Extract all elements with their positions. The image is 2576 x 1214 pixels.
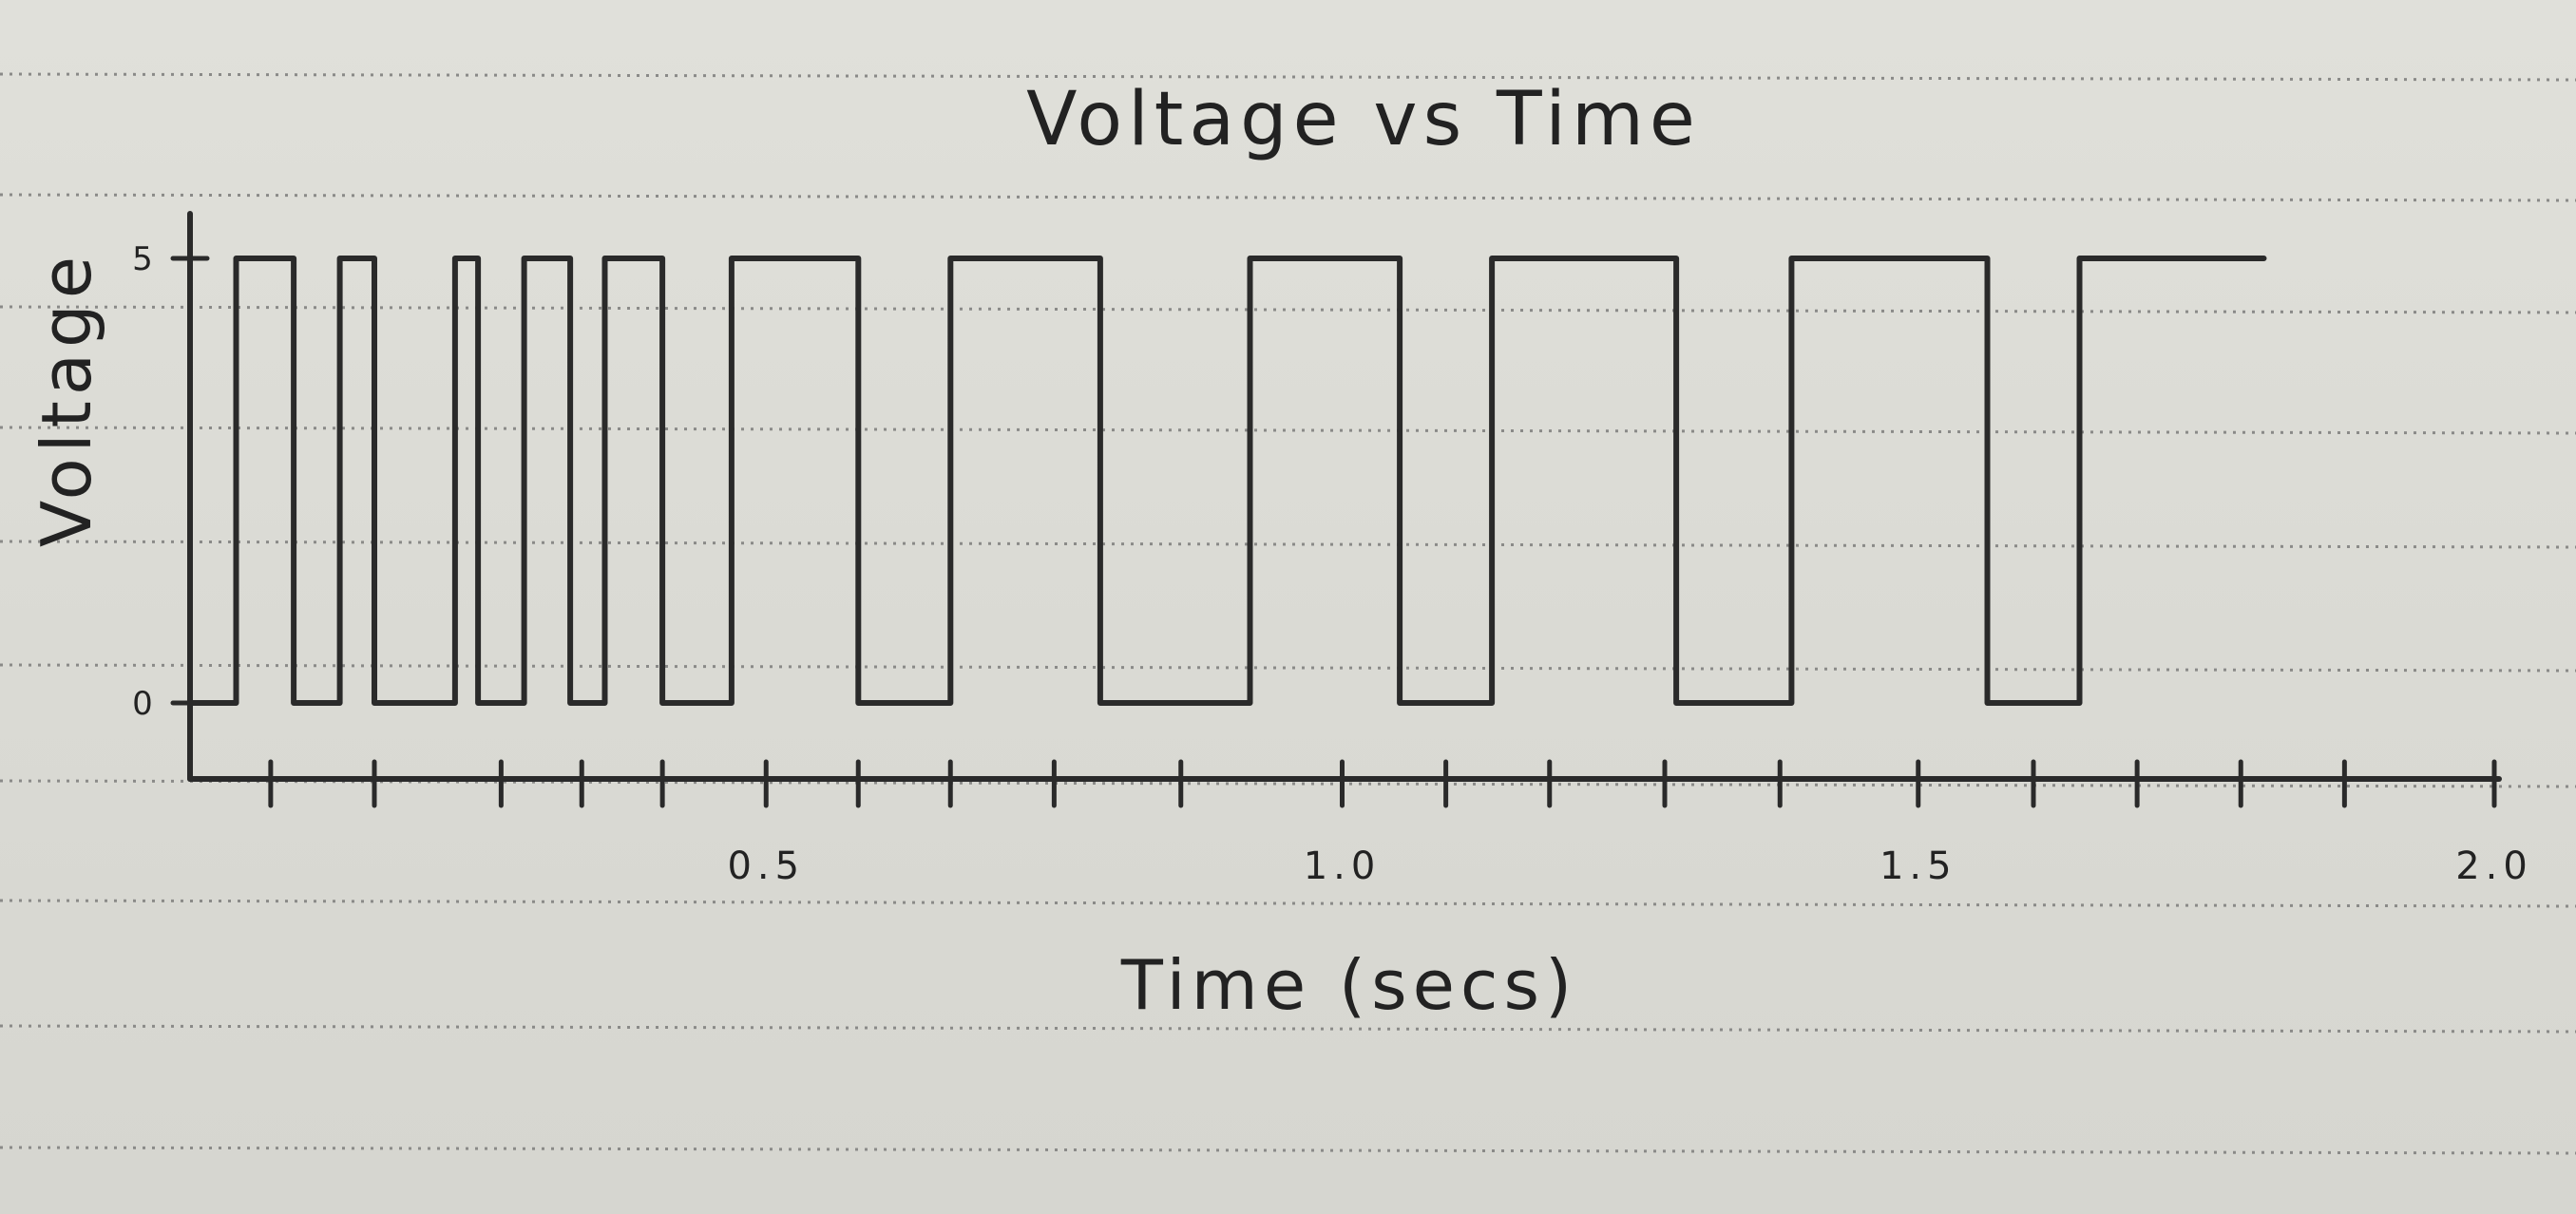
x-minor-ticks [268, 759, 2497, 808]
y-axis-label: Voltage [27, 251, 106, 547]
voltage-series-line [187, 256, 2267, 706]
x-tick-label: 1.0 [1304, 844, 1382, 888]
axes [187, 211, 2502, 782]
ruled-line [0, 540, 2576, 549]
ruled-line [0, 663, 2576, 673]
x-tick-label: 1.5 [1880, 844, 1957, 888]
ruled-line [0, 193, 2576, 202]
ruled-line [0, 1146, 2576, 1155]
ruled-line [0, 305, 2576, 314]
x-axis-label: Time (secs) [1120, 945, 1577, 1025]
ruled-line [0, 72, 2576, 82]
ruled-line [0, 426, 2576, 435]
ruled-line [0, 1024, 2576, 1034]
chart-title: Voltage vs Time [1026, 77, 1701, 162]
ruled-line [0, 899, 2576, 908]
y-tick-label: 5 [132, 240, 153, 278]
series-group [187, 256, 2267, 706]
y-tick-label: 0 [132, 685, 153, 723]
x-tick-label: 2.0 [2455, 844, 2533, 888]
tick-labels: 0 5 0.5 1.0 1.5 2.0 [132, 240, 2533, 888]
x-tick-label: 0.5 [727, 844, 805, 888]
